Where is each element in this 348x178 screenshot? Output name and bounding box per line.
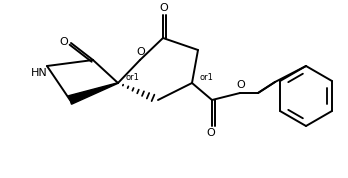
Text: HN: HN <box>31 68 47 78</box>
Text: O: O <box>207 128 215 138</box>
Text: or1: or1 <box>125 72 139 82</box>
Text: or1: or1 <box>199 72 213 82</box>
Text: O: O <box>60 37 68 47</box>
Polygon shape <box>69 83 118 104</box>
Text: O: O <box>160 3 168 13</box>
Text: O: O <box>137 47 145 57</box>
Text: O: O <box>237 80 245 90</box>
